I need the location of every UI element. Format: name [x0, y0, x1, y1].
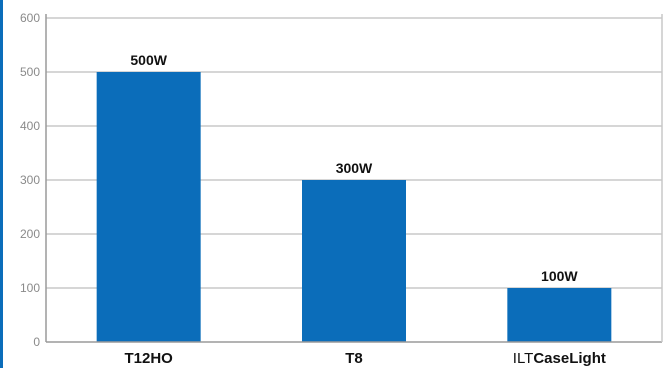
data-label: 100W	[541, 268, 578, 284]
category-label-main: T8	[345, 350, 363, 367]
y-tick-label: 200	[20, 227, 40, 241]
bar-iltcaselight	[507, 288, 612, 342]
y-tick-label: 400	[20, 119, 40, 133]
category-label: T8	[345, 350, 363, 367]
data-labels: 500W 300W 100W	[130, 52, 578, 284]
data-label: 300W	[336, 160, 373, 176]
data-label: 500W	[130, 52, 167, 68]
y-tick-label: 600	[20, 11, 40, 25]
category-label-main: CaseLight	[533, 350, 606, 367]
left-accent-border	[0, 0, 3, 368]
category-label-prefix: ILT	[513, 350, 534, 367]
y-tick-label: 100	[20, 281, 40, 295]
y-tick-label: 0	[33, 335, 40, 349]
y-tick-label: 300	[20, 173, 40, 187]
bar-t8	[302, 180, 406, 342]
bar-t12ho	[96, 72, 201, 342]
category-label-main: T12HO	[124, 350, 173, 367]
category-label: T12HO	[124, 350, 173, 367]
category-label: ILTCaseLight	[513, 350, 606, 367]
y-tick-labels: 0 100 200 300 400 500 600	[20, 11, 40, 349]
y-tick-label: 500	[20, 65, 40, 79]
axes	[45, 14, 663, 343]
bars	[96, 72, 612, 342]
category-labels: T12HO T8 ILTCaseLight	[124, 350, 605, 367]
